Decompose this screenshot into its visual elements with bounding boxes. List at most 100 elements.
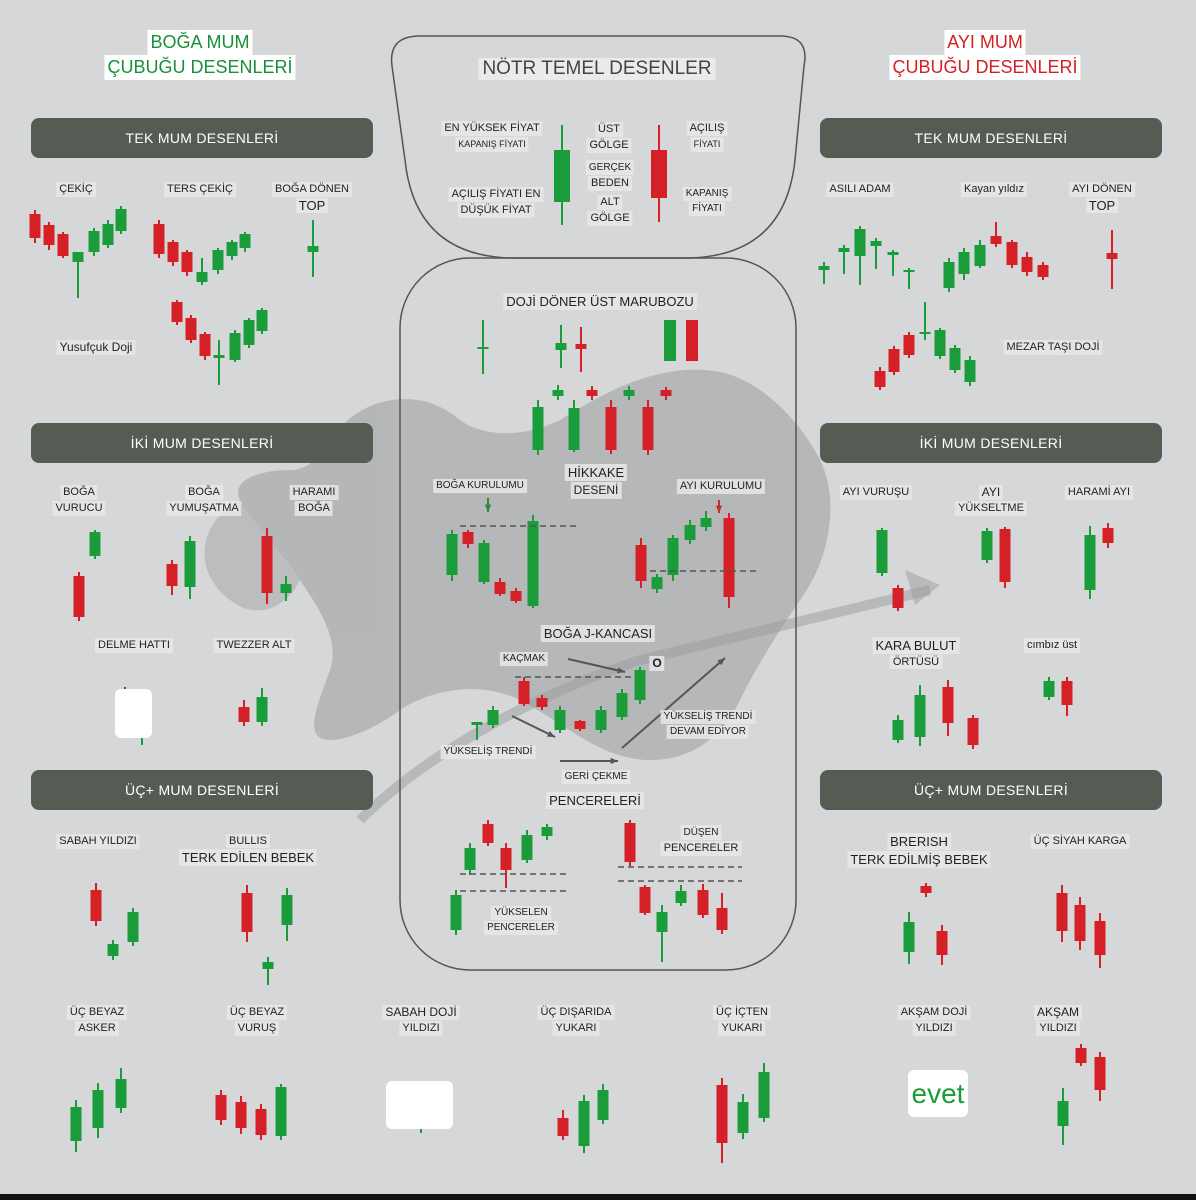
label-three-black-crows: ÜÇ SİYAH KARGA [1030,833,1130,850]
three-inside-up-candle [758,1063,770,1122]
rising-windows-candle [521,830,533,863]
hanging-man-candle [870,238,882,269]
gravestone-doji-candle [949,345,961,373]
label-evening-doji-star: AKŞAM DOJİ YILDIZI [897,1004,971,1037]
bull-setup-candle [510,588,522,603]
neutral-bull-candle [554,125,570,225]
bull-setup-arrow-head [484,504,492,512]
bull-engulfing-candle [73,572,85,621]
bull-single-section: TEK MUM DESENLERİ [31,118,373,158]
bear-setup-arrow-head [715,505,723,513]
label-bull-softening: BOĞA YUMUŞATMA [166,484,242,517]
three-line-strike-candle [275,1084,287,1140]
dark-cloud-cover-candle [942,680,954,736]
j-hook-candle [574,720,586,731]
label-open-low-price: AÇILIŞ FİYATI EN DÜŞÜK FİYAT [448,186,544,219]
bull-triple-section: ÜÇ+ MUM DESENLERİ [31,770,373,810]
bull-harami-candle [280,576,292,601]
label-three-outside-up: ÜÇ DIŞARIDA YUKARI [537,1004,615,1037]
hikkake-row-candle [605,400,617,454]
morning-star-candle [107,940,119,960]
label-falling-windows: DÜŞEN PENCERELER [660,824,742,857]
j-hook-candle [518,677,530,706]
hanging-man-candle [887,250,899,276]
hanging-man-candle [903,268,915,289]
gravestone-doji-candle [919,302,931,340]
dragonfly-doji-candle [213,340,225,385]
escape-arrow-head [617,667,625,674]
inverted-hammer-candle [167,240,179,266]
morning-star-candle [90,883,102,926]
three-line-strike-candle [215,1090,227,1125]
dark-cloud-cover-candle [914,685,926,746]
falling-windows-candle [716,893,728,934]
j-hook-candle [487,706,499,728]
bear-double-section: İKİ MUM DESENLERİ [820,423,1162,463]
bull-softening-candle [184,536,196,599]
bull-abandoned-baby-candle [241,885,253,942]
hanging-man-candle [854,226,866,285]
gravestone-doji-candle [903,332,915,358]
morning-star-candle [127,908,139,946]
inverted-hammer-candle [239,232,251,252]
rising-windows-candle [464,843,476,875]
label-rising-windows: YÜKSELEN PENCERELER [484,905,558,936]
morning-doji-highlight-box [386,1081,453,1129]
hammer-candle [72,252,84,298]
bull-arrow-head [905,570,940,605]
label-upper-shadow: ÜST GÖLGE [586,121,632,154]
hikkake-row-candle [586,386,598,400]
falling-windows-candle [656,905,668,962]
bear-setup-candle [700,511,712,531]
dragonfly-doji-candle [171,300,183,325]
label-shooting-star: Kayan yıldız [961,181,1027,198]
bear-rise-candle [999,527,1011,588]
j-hook-candle [554,706,566,733]
label-bull-engulfing: BOĞA VURUCU [52,484,106,517]
gravestone-doji-candle [888,346,900,375]
gravestone-doji-candle [934,328,946,359]
bear-setup-candle [667,535,679,581]
hammer-candle [115,206,127,234]
dragonfly-doji-candle [185,315,197,343]
label-open-price: AÇILIŞ FİYATI [686,120,728,153]
label-doji-row: DOJİ DÖNER ÜST MARUBOZU [503,292,697,311]
evening-star-candle [1057,1088,1069,1145]
hammer-candle [102,220,114,248]
pullback-arrow-head [610,757,618,765]
bull-title: BOĞA MUM ÇUBUĞU DESENLERİ [104,30,296,80]
bear-setup-candle [635,538,647,588]
label-uptrend-continues: YÜKSELİŞ TRENDİ DEVAM EDİYOR [660,709,756,740]
label-tweezer-bottom: TWEZZER ALT [213,637,295,654]
marubozu-candle [664,320,676,361]
label-evening-star: AKŞAM YILDIZI [1033,1004,1083,1037]
bull-setup-candle [494,578,506,596]
rising-windows-candle [541,824,553,840]
label-gravestone-doji: MEZAR TAŞI DOJİ [1003,339,1103,356]
evening-star-candle [1075,1044,1087,1066]
three-line-strike-candle [235,1096,247,1134]
label-tweezer-top: cımbız üst [1023,637,1081,654]
j-hook-candle [471,722,483,740]
bear-setup-candle [684,520,696,544]
bull-setup-candle [462,530,474,548]
gravestone-doji-candle [874,367,886,390]
hikkake-row-candle [568,400,580,452]
label-escape: KAÇMAK [499,651,549,667]
bull-abandoned-baby-candle [262,957,274,985]
three-outside-up-candle [557,1110,569,1140]
dark-cloud-cover-candle [967,715,979,749]
dragonfly-doji-candle [256,308,268,334]
label-inverted-hammer: TERS ÇEKİÇ [163,181,237,198]
bear-single-section: TEK MUM DESENLERİ [820,118,1162,158]
bull-softening-candle [166,560,178,595]
label-o-mark: O [649,655,665,672]
label-j-hook: BOĞA J-KANCASI [540,624,656,643]
label-bear-abandoned-baby: BRERISH TERK EDİLMİŞ BEBEK [847,832,991,869]
dragonfly-doji-candle [229,330,241,362]
uptrend-arrow-head [547,730,555,737]
hammer-candle [29,210,41,243]
label-bull-abandoned-baby: BULLIS TERK EDİLEN BEBEK [178,833,318,867]
